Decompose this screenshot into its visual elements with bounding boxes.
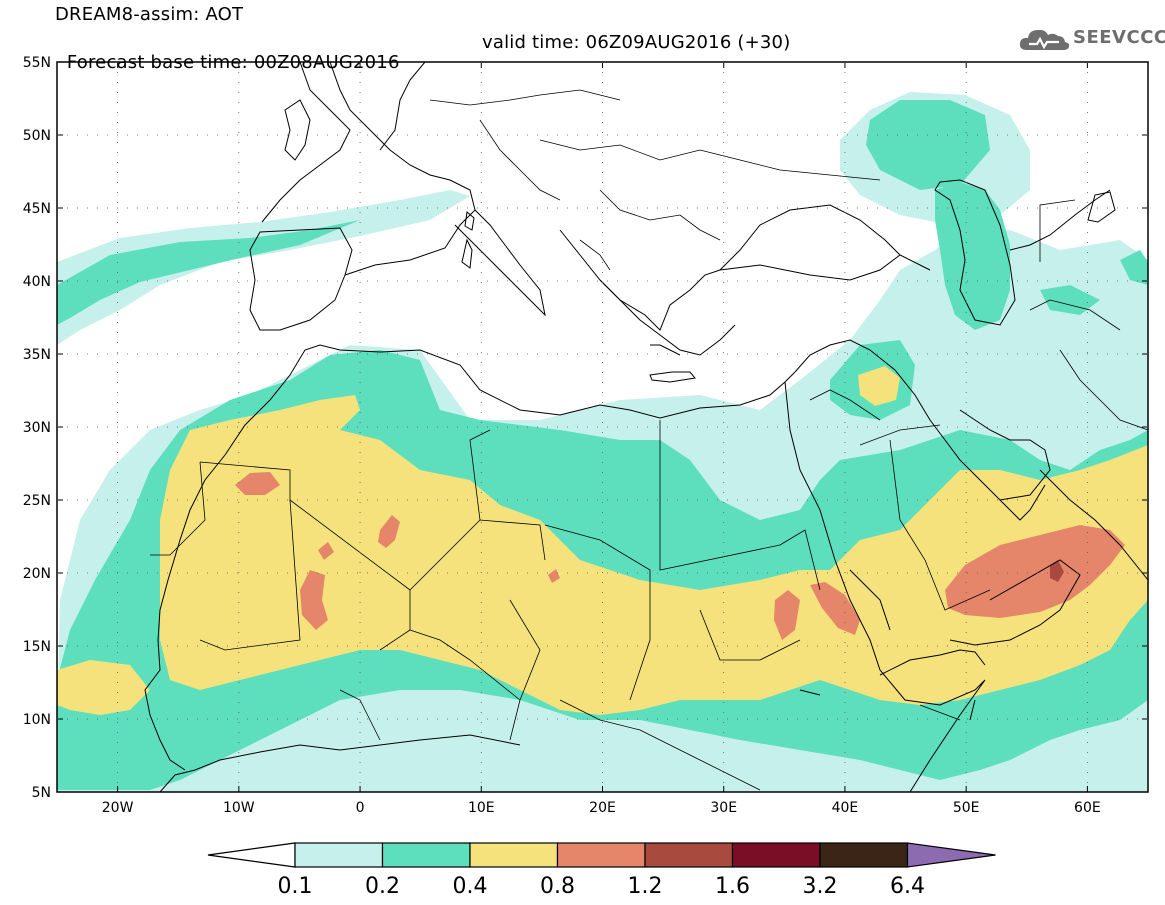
aot-contour-fields [57, 92, 1148, 792]
lat-tick-label: 45N [23, 201, 51, 217]
colorbar-high-arrow [906, 842, 996, 868]
lat-tick-label: 15N [23, 639, 51, 655]
lon-tick-label: 60E [1074, 800, 1101, 816]
lat-tick-label: 25N [23, 493, 51, 509]
lat-tick-label: 20N [23, 566, 51, 582]
lon-tick-label: 10E [468, 800, 495, 816]
coastlines-borders [57, 62, 1148, 792]
country-borders [150, 89, 1148, 791]
colorbar-label: 0.8 [540, 874, 575, 899]
colorbar-label: 0.1 [278, 874, 313, 899]
colorbar-label: 1.6 [715, 874, 750, 899]
lon-tick-label: 10W [223, 800, 255, 816]
lon-tick-label: 50E [953, 800, 980, 816]
colorbar-label: 0.4 [453, 874, 488, 899]
lon-tick-label: 20E [589, 800, 616, 816]
lat-tick-label: 30N [23, 420, 51, 436]
colorbar-swatch [731, 842, 821, 868]
colorbar-swatch [294, 842, 384, 868]
colorbar-label: 3.2 [803, 874, 838, 899]
chart-title: DREAM8-assim: AOT [55, 4, 244, 25]
lon-tick-label: 30E [710, 800, 737, 816]
colorbar-swatch [469, 842, 559, 868]
lat-tick-label: 5N [32, 785, 51, 801]
lat-tick-label: 50N [23, 128, 51, 144]
aot-band-0.4 [57, 366, 1148, 715]
lat-tick-label: 10N [23, 712, 51, 728]
colorbar-label: 1.2 [628, 874, 663, 899]
colorbar-swatch [556, 842, 646, 868]
colorbar-swatch [644, 842, 734, 868]
cloud-icon [1019, 29, 1070, 50]
colorbar-label: 0.2 [365, 874, 400, 899]
colorbar-label: 6.4 [890, 874, 925, 899]
lon-tick-label: 40E [832, 800, 859, 816]
colorbar-swatch [381, 842, 471, 868]
colorbar-low-arrow [207, 842, 296, 868]
lat-tick-label: 40N [23, 274, 51, 290]
aot-band-0.8 [235, 472, 1125, 640]
lat-tick-label: 35N [23, 347, 51, 363]
colorbar: 0.1 0.2 0.4 0.8 1.2 1.6 3.2 6.4 [207, 842, 996, 899]
seevccc-logo: SEEVCCC [1017, 24, 1165, 54]
logo-text: SEEVCCC [1073, 27, 1165, 48]
longitude-axis: 20W 10W 0 10E 20E 30E 40E 50E 60E [102, 62, 1101, 816]
lon-tick-label: 0 [356, 800, 365, 816]
lat-tick-label: 55N [23, 55, 51, 71]
valid-time: valid time: 06Z09AUG2016 (+30) [482, 32, 791, 53]
colorbar-swatch [819, 842, 909, 868]
lon-tick-label: 20W [102, 800, 134, 816]
aot-band-1.2 [1050, 560, 1064, 582]
